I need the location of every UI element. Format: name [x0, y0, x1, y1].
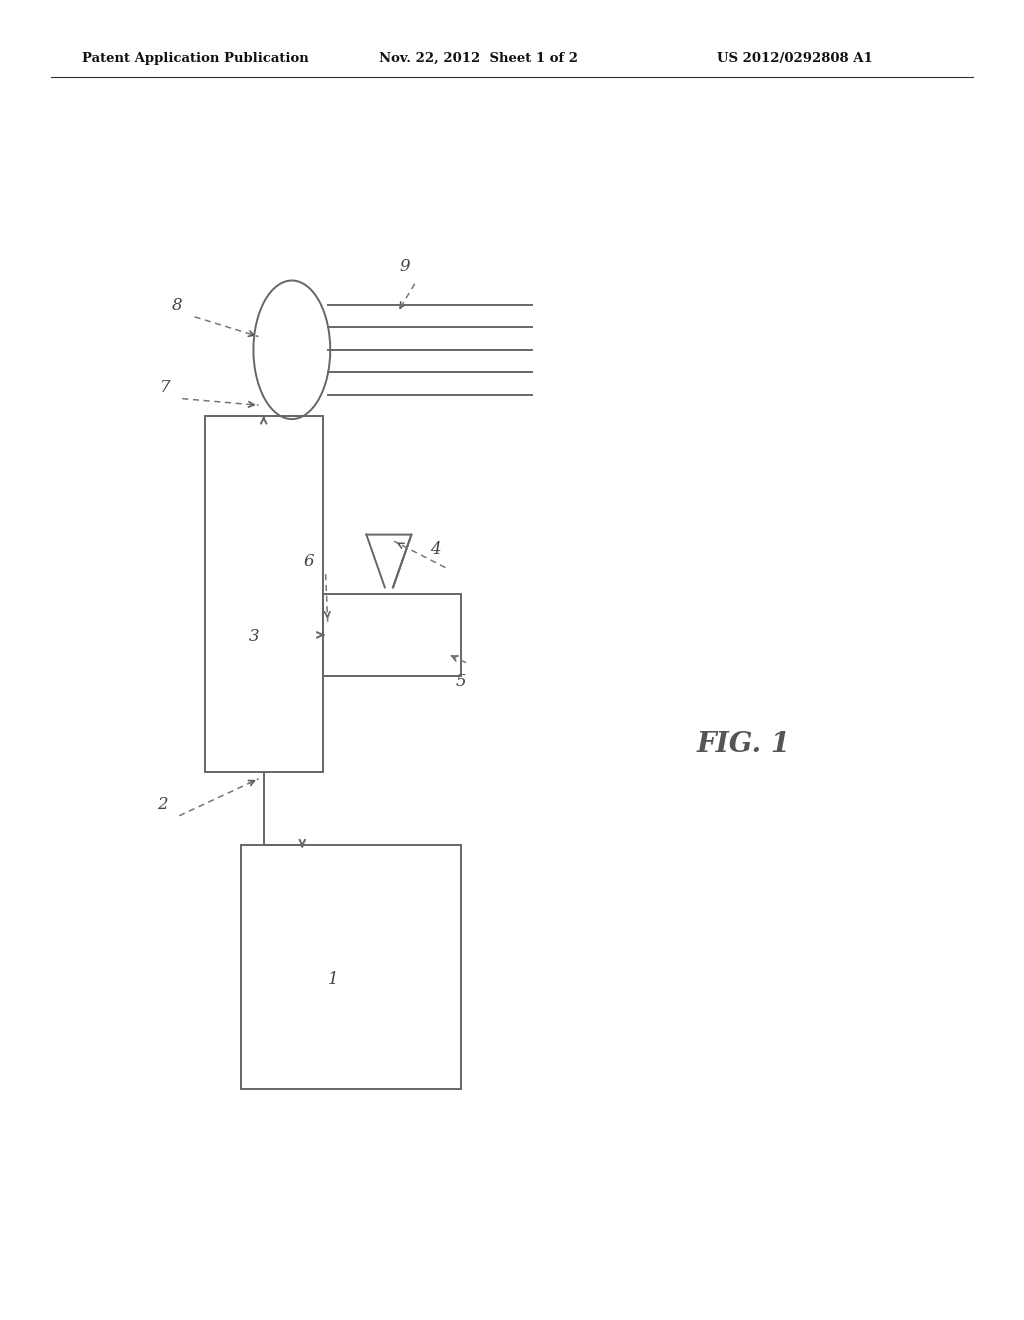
Text: 5: 5: [456, 673, 466, 690]
Text: 9: 9: [399, 257, 410, 275]
Text: 4: 4: [430, 541, 440, 558]
Text: US 2012/0292808 A1: US 2012/0292808 A1: [717, 51, 872, 65]
Text: 2: 2: [157, 796, 167, 813]
Bar: [205, 416, 323, 772]
Text: 7: 7: [160, 379, 170, 396]
Text: 1: 1: [328, 970, 338, 987]
Text: FIG. 1: FIG. 1: [696, 731, 791, 759]
Text: Nov. 22, 2012  Sheet 1 of 2: Nov. 22, 2012 Sheet 1 of 2: [379, 51, 578, 65]
Bar: [323, 594, 461, 676]
Text: 8: 8: [172, 297, 182, 314]
Text: 3: 3: [249, 628, 259, 645]
Bar: [241, 845, 461, 1089]
Text: Patent Application Publication: Patent Application Publication: [82, 51, 308, 65]
Text: 6: 6: [303, 553, 313, 570]
